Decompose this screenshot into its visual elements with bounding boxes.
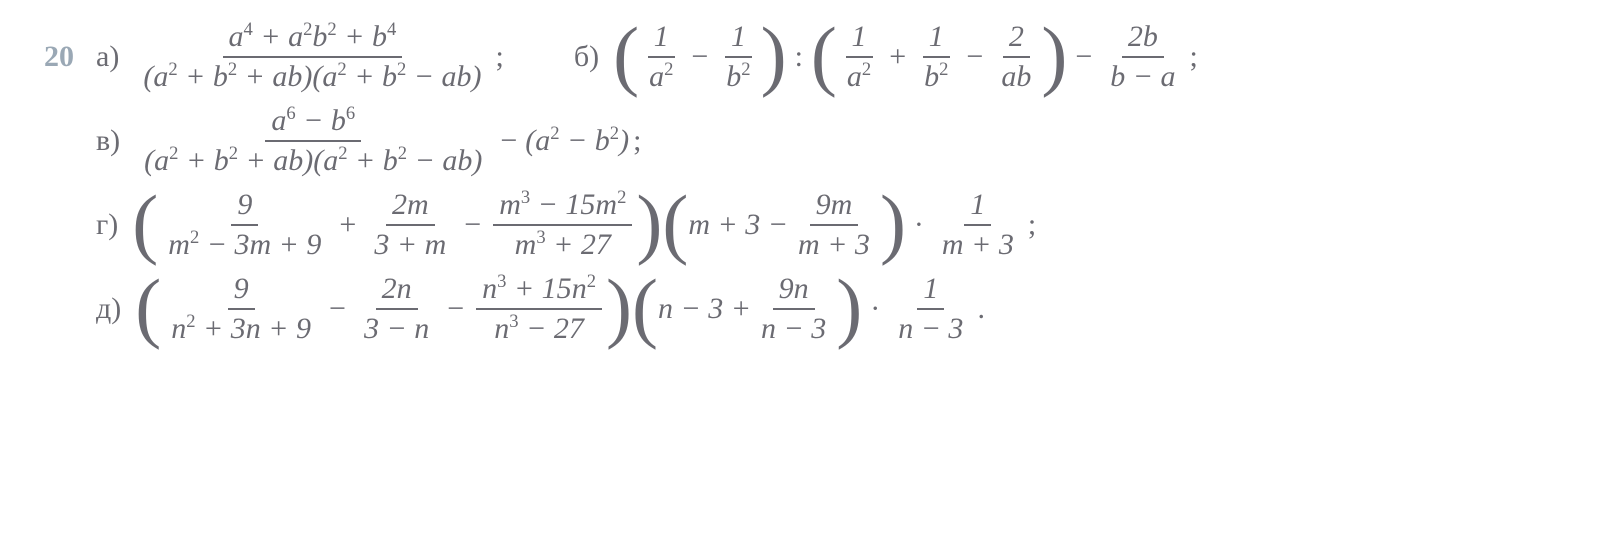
terminator: ; xyxy=(495,40,503,74)
fraction: a4 + a2b2 + b4 (a2 + b2 + ab)(a2 + b2 − … xyxy=(137,20,487,94)
fraction: 2 ab xyxy=(995,20,1037,94)
terminator: ; xyxy=(1028,208,1036,242)
expr-v: a6 − b6 (a2 + b2 + ab)(a2 + b2 − ab) − (… xyxy=(134,104,641,178)
fraction: 1 a2 xyxy=(841,20,877,94)
plus-op: + xyxy=(339,208,356,242)
label-g: г) xyxy=(96,208,118,242)
fraction: 2n 3 − n xyxy=(358,272,435,346)
fraction: 1 a2 xyxy=(643,20,679,94)
fraction: 9 m2 − 3m + 9 xyxy=(162,188,327,262)
denominator: m + 3 xyxy=(936,226,1020,262)
minus-op: − xyxy=(447,292,464,326)
denominator: n − 3 xyxy=(892,310,969,346)
denominator: ab xyxy=(995,58,1037,94)
fraction: 1 m + 3 xyxy=(936,188,1020,262)
problem-number: 20 xyxy=(30,40,74,74)
denominator: 3 − n xyxy=(358,310,435,346)
terminator: ; xyxy=(1190,40,1198,74)
denominator: b − a xyxy=(1104,58,1181,94)
row-d: д) ( 9 n2 + 3n + 9 − 2n 3 − n − n3 + 15n… xyxy=(30,272,1582,346)
numerator: 9n xyxy=(773,272,815,310)
terminator: ; xyxy=(633,124,641,158)
numerator: m3 − 15m2 xyxy=(493,188,632,226)
numerator: 2b xyxy=(1122,20,1164,58)
fraction: 2b b − a xyxy=(1104,20,1181,94)
fraction: 9 n2 + 3n + 9 xyxy=(165,272,317,346)
tail-term: (a2 − b2) xyxy=(525,124,629,158)
lead-term: m + 3 − xyxy=(688,208,788,242)
expr-g: ( 9 m2 − 3m + 9 + 2m 3 + m − m3 − 15m2 m… xyxy=(132,188,1036,262)
numerator: n3 + 15n2 xyxy=(476,272,602,310)
denominator: (a2 + b2 + ab)(a2 + b2 − ab) xyxy=(138,142,488,178)
minus-op: − xyxy=(1075,40,1092,74)
fraction: 1 n − 3 xyxy=(892,272,969,346)
numerator: 2n xyxy=(376,272,418,310)
denominator: m3 + 27 xyxy=(509,226,617,262)
denominator: 3 + m xyxy=(368,226,452,262)
dot-op: · xyxy=(870,292,880,326)
label-a: а) xyxy=(96,40,119,74)
fraction: 1 b2 xyxy=(720,20,756,94)
divide-op: : xyxy=(795,40,803,74)
expr-b: ( 1 a2 − 1 b2 ) : ( 1 a2 + 1 b2 − xyxy=(613,20,1198,94)
numerator: 9m xyxy=(810,188,859,226)
denominator: a2 xyxy=(643,58,679,94)
fraction: 1 b2 xyxy=(918,20,954,94)
denominator: n2 + 3n + 9 xyxy=(165,310,317,346)
fraction: n3 + 15n2 n3 − 27 xyxy=(476,272,602,346)
label-b: б) xyxy=(574,40,599,74)
fraction: 9n n − 3 xyxy=(755,272,832,346)
label-d: д) xyxy=(96,292,121,326)
denominator: n − 3 xyxy=(755,310,832,346)
denominator: a2 xyxy=(841,58,877,94)
row-a-b: 20 а) a4 + a2b2 + b4 (a2 + b2 + ab)(a2 +… xyxy=(30,20,1582,94)
row-v: в) a6 − b6 (a2 + b2 + ab)(a2 + b2 − ab) … xyxy=(30,104,1582,178)
minus-op: − xyxy=(329,292,346,326)
plus-op: + xyxy=(889,40,906,74)
expr-d: ( 9 n2 + 3n + 9 − 2n 3 − n − n3 + 15n2 n… xyxy=(135,272,985,346)
numerator: 2m xyxy=(386,188,435,226)
denominator: (a2 + b2 + ab)(a2 + b2 − ab) xyxy=(137,58,487,94)
numerator: a6 − b6 xyxy=(265,104,361,142)
fraction: 9m m + 3 xyxy=(792,188,876,262)
denominator: m2 − 3m + 9 xyxy=(162,226,327,262)
label-v: в) xyxy=(96,124,120,158)
row-g: г) ( 9 m2 − 3m + 9 + 2m 3 + m − m3 − 15m… xyxy=(30,188,1582,262)
fraction: a6 − b6 (a2 + b2 + ab)(a2 + b2 − ab) xyxy=(138,104,488,178)
expr-a: a4 + a2b2 + b4 (a2 + b2 + ab)(a2 + b2 − … xyxy=(133,20,504,94)
lead-term: n − 3 + xyxy=(658,292,751,326)
denominator: n3 − 27 xyxy=(488,310,590,346)
numerator: a4 + a2b2 + b4 xyxy=(223,20,403,58)
minus-op: − xyxy=(691,40,708,74)
denominator: b2 xyxy=(918,58,954,94)
denominator: m + 3 xyxy=(792,226,876,262)
fraction: 2m 3 + m xyxy=(368,188,452,262)
denominator: b2 xyxy=(720,58,756,94)
exercise-block: 20 а) a4 + a2b2 + b4 (a2 + b2 + ab)(a2 +… xyxy=(0,0,1622,376)
terminator: . xyxy=(977,292,985,326)
dot-op: · xyxy=(914,208,924,242)
minus-op: − xyxy=(966,40,983,74)
fraction: m3 − 15m2 m3 + 27 xyxy=(493,188,632,262)
minus-op: − xyxy=(500,124,517,158)
minus-op: − xyxy=(464,208,481,242)
